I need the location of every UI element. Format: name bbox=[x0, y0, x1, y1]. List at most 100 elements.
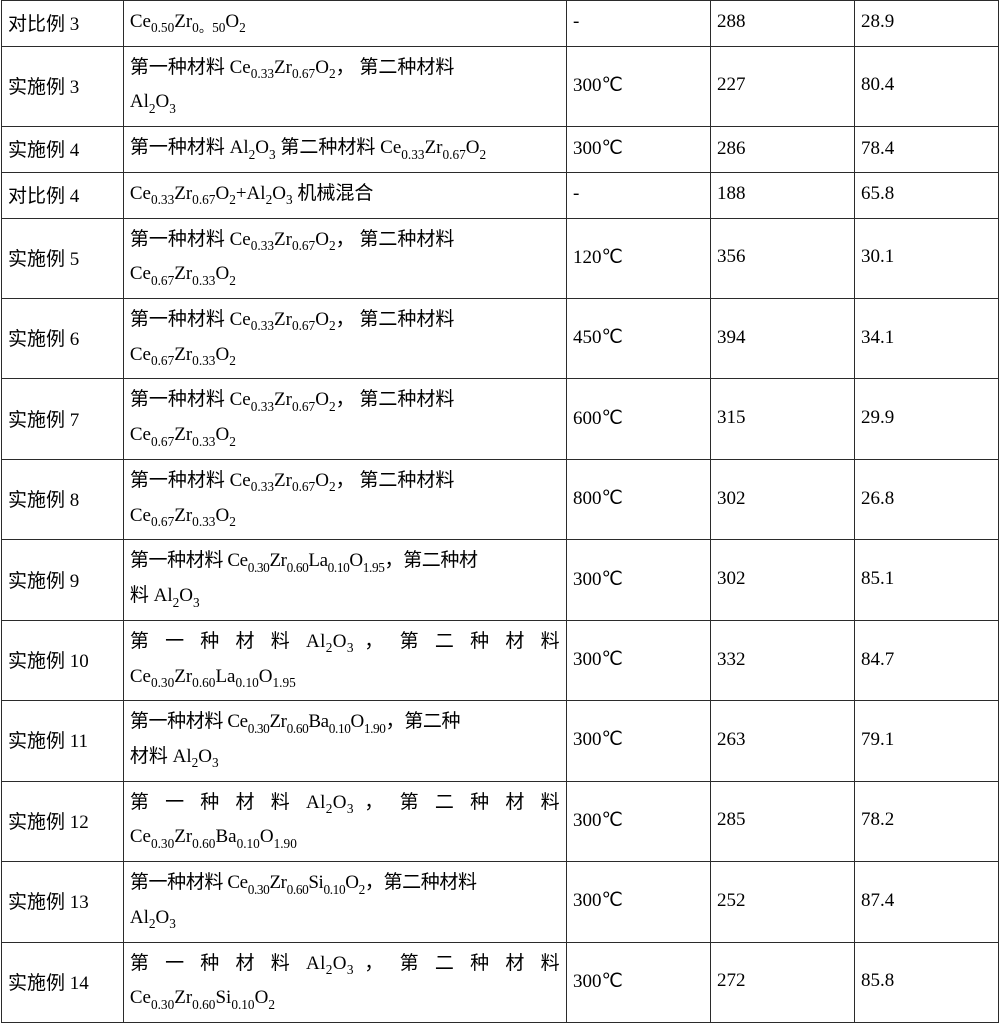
first-label: 第 一 种 材 料 bbox=[130, 953, 306, 974]
line2: Ce0.67Zr0.33O2 bbox=[130, 418, 560, 453]
table-row: 实施例 13 第一种材料 Ce0.30Zr0.60Si0.10O2，第二种材料 Al… bbox=[2, 862, 999, 942]
first-label: 第一种材料 bbox=[130, 550, 227, 571]
line1: 第一种材料 Ce0.33Zr0.67O2， 第二种材料 bbox=[130, 383, 560, 418]
temperature-cell: 300℃ bbox=[566, 781, 710, 861]
value1-cell: 302 bbox=[710, 540, 854, 620]
line1: 第一种材料 Ce0.33Zr0.67O2， 第二种材料 bbox=[130, 464, 560, 499]
material-cell: Ce0.50Zr0。50O2 bbox=[123, 1, 566, 47]
material-cell: 第一种材料 Ce0.30Zr0.60La0.10O1.95，第二种材料 Al2O… bbox=[123, 540, 566, 620]
first-formula: Al2O3 bbox=[306, 792, 354, 813]
material-cell: 第一种材料 Ce0.33Zr0.67O2， 第二种材料 Ce0.67Zr0.33O… bbox=[123, 218, 566, 298]
line1: 第一种材料 Ce0.33Zr0.67O2， 第二种材料 bbox=[130, 303, 560, 338]
row-id: 实施例 11 bbox=[2, 701, 124, 781]
value2-cell: 30.1 bbox=[854, 218, 998, 298]
row-id: 对比例 4 bbox=[2, 172, 124, 218]
value2-cell: 79.1 bbox=[854, 701, 998, 781]
material-cell: 第一种材料 Ce0.33Zr0.67O2， 第二种材料 Ce0.67Zr0.33O… bbox=[123, 459, 566, 539]
second-formula: 材料 Al2O3 bbox=[130, 746, 219, 767]
second-formula: Ce0.67Zr0.33O2 bbox=[130, 424, 236, 445]
first-formula: Ce0.30Zr0.60Si0.10O2 bbox=[227, 872, 365, 893]
value2-cell: 84.7 bbox=[854, 620, 998, 700]
first-label: 第一种材料 bbox=[130, 872, 227, 893]
line2: Ce0.67Zr0.33O2 bbox=[130, 257, 560, 292]
first-label: 第 一 种 材 料 bbox=[130, 631, 306, 652]
material-cell: 第一种材料 Ce0.33Zr0.67O2， 第二种材料 Ce0.67Zr0.33O… bbox=[123, 379, 566, 459]
first-label: 第一种材料 bbox=[130, 389, 230, 410]
first-formula: Ce0.30Zr0.60Ba0.10O1.90 bbox=[227, 711, 385, 732]
value1-cell: 263 bbox=[710, 701, 854, 781]
row-id: 实施例 13 bbox=[2, 862, 124, 942]
line2: 材料 Al2O3 bbox=[130, 740, 560, 775]
temperature-cell: 300℃ bbox=[566, 540, 710, 620]
second-label: 第 二 种 材 料 bbox=[400, 792, 560, 813]
value1-cell: 227 bbox=[710, 46, 854, 126]
material-cell: 第 一 种 材 料 Al2O3 ， 第 二 种 材 料Ce0.30Zr0.60S… bbox=[123, 942, 566, 1022]
material-cell: 第一种材料 Ce0.30Zr0.60Si0.10O2，第二种材料 Al2O3 bbox=[123, 862, 566, 942]
value1-cell: 332 bbox=[710, 620, 854, 700]
sep: ， bbox=[365, 872, 384, 893]
table-row: 实施例 3第一种材料 Ce0.33Zr0.67O2， 第二种材料Al2O3300… bbox=[2, 46, 999, 126]
first-formula: Ce0.33Zr0.67O2 bbox=[230, 57, 336, 78]
material-cell: 第一种材料 Ce0.33Zr0.67O2， 第二种材料Al2O3 bbox=[123, 46, 566, 126]
line2: Ce0.30Zr0.60Si0.10O2 bbox=[130, 981, 560, 1016]
temperature-cell: 600℃ bbox=[566, 379, 710, 459]
line2: 料 Al2O3 bbox=[130, 579, 560, 614]
second-formula: Ce0.67Zr0.33O2 bbox=[130, 263, 236, 284]
temperature-cell: 800℃ bbox=[566, 459, 710, 539]
line2: Ce0.67Zr0.33O2 bbox=[130, 338, 560, 373]
value2-cell: 85.8 bbox=[854, 942, 998, 1022]
sep: ， bbox=[336, 470, 360, 491]
first-formula: Ce0.33Zr0.67O2 bbox=[230, 309, 336, 330]
table-row: 实施例 9第一种材料 Ce0.30Zr0.60La0.10O1.95，第二种材料… bbox=[2, 540, 999, 620]
temperature-cell: 300℃ bbox=[566, 46, 710, 126]
second-label: 第二种材料 bbox=[359, 470, 454, 491]
second-formula: Ce0.67Zr0.33O2 bbox=[130, 505, 236, 526]
table-row: 实施例 7第一种材料 Ce0.33Zr0.67O2， 第二种材料Ce0.67Zr… bbox=[2, 379, 999, 459]
formula: Ce0.50Zr0。50O2 bbox=[130, 11, 246, 32]
line1: 第一种材料 Ce0.33Zr0.67O2， 第二种材料 bbox=[130, 51, 560, 86]
line1: 第 一 种 材 料 Al2O3 ， 第 二 种 材 料 bbox=[130, 786, 560, 821]
first-formula: Al2O3 bbox=[306, 953, 354, 974]
table-row: 实施例 4第一种材料 Al2O3 第二种材料 Ce0.33Zr0.67O2300… bbox=[2, 127, 999, 173]
value1-cell: 252 bbox=[710, 862, 854, 942]
row-id: 实施例 10 bbox=[2, 620, 124, 700]
second-formula: Ce0.33Zr0.67O2 bbox=[380, 137, 486, 158]
second-formula: Al2O3 bbox=[130, 907, 176, 928]
value1-cell: 315 bbox=[710, 379, 854, 459]
line2: Ce0.30Zr0.60Ba0.10O1.90 bbox=[130, 820, 560, 855]
sep: ， bbox=[385, 550, 404, 571]
table-row: 对比例 4Ce0.33Zr0.67O2+Al2O3 机械混合-18865.8 bbox=[2, 172, 999, 218]
value2-cell: 78.2 bbox=[854, 781, 998, 861]
value1-cell: 302 bbox=[710, 459, 854, 539]
line1: 第一种材料 Ce0.33Zr0.67O2， 第二种材料 bbox=[130, 223, 560, 258]
second-formula: Ce0.30Zr0.60Si0.10O2 bbox=[130, 987, 275, 1008]
row-id: 实施例 4 bbox=[2, 127, 124, 173]
row-id: 对比例 3 bbox=[2, 1, 124, 47]
table-row: 实施例 12第 一 种 材 料 Al2O3 ， 第 二 种 材 料Ce0.30Z… bbox=[2, 781, 999, 861]
value2-cell: 87.4 bbox=[854, 862, 998, 942]
sep: ， bbox=[336, 389, 360, 410]
second-label: 第 二 种 材 料 bbox=[400, 953, 560, 974]
value2-cell: 34.1 bbox=[854, 299, 998, 379]
first-label: 第一种材料 bbox=[130, 470, 230, 491]
line1: 第一种材料 Ce0.30Zr0.60La0.10O1.95，第二种材 bbox=[130, 544, 560, 579]
second-label: 第二种材料 bbox=[383, 872, 476, 893]
first-formula: Ce0.33Zr0.67O2 bbox=[230, 470, 336, 491]
second-label: 第二种材料 bbox=[359, 229, 454, 250]
sep: ， bbox=[354, 631, 400, 652]
second-label: 第二种 bbox=[404, 711, 460, 732]
value1-cell: 286 bbox=[710, 127, 854, 173]
value2-cell: 80.4 bbox=[854, 46, 998, 126]
line2: Ce0.67Zr0.33O2 bbox=[130, 499, 560, 534]
material-cell: 第 一 种 材 料 Al2O3 ， 第 二 种 材 料Ce0.30Zr0.60B… bbox=[123, 781, 566, 861]
first-label: 第 一 种 材 料 bbox=[130, 792, 306, 813]
first-formula: Al2O3 bbox=[306, 631, 354, 652]
row-id: 实施例 3 bbox=[2, 46, 124, 126]
temperature-cell: 120℃ bbox=[566, 218, 710, 298]
line2: Al2O3 bbox=[130, 901, 560, 936]
value1-cell: 288 bbox=[710, 1, 854, 47]
table-row: 实施例 10第 一 种 材 料 Al2O3 ， 第 二 种 材 料Ce0.30Z… bbox=[2, 620, 999, 700]
sep: ， bbox=[336, 57, 360, 78]
row-id: 实施例 12 bbox=[2, 781, 124, 861]
temperature-cell: 300℃ bbox=[566, 127, 710, 173]
